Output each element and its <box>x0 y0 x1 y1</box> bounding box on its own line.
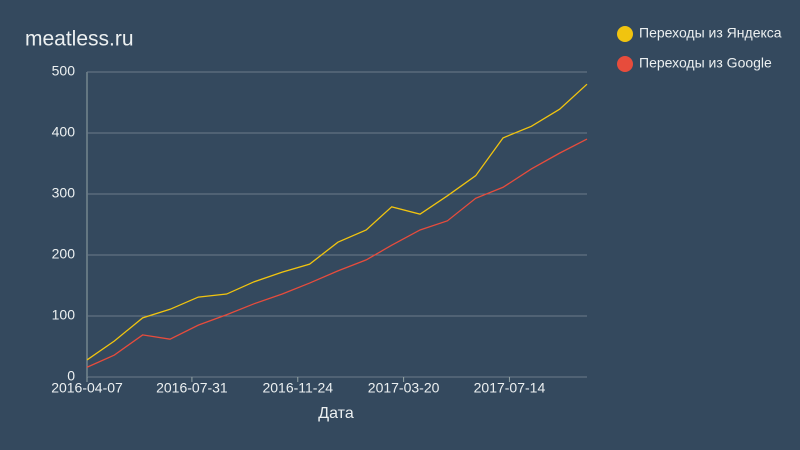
y-tick-label: 0 <box>67 368 75 384</box>
y-tick-label: 200 <box>52 246 76 262</box>
x-tick-label: 2016-04-07 <box>51 380 123 396</box>
x-tick-label: 2017-03-20 <box>368 380 440 396</box>
x-axis-label: Дата <box>318 405 354 422</box>
y-tick-label: 400 <box>52 124 76 140</box>
y-tick-label: 300 <box>52 185 76 201</box>
x-tick-label: 2016-07-31 <box>156 380 228 396</box>
x-tick-label: 2017-07-14 <box>474 380 546 396</box>
chart-title: meatless.ru <box>25 28 134 51</box>
legend-label: Переходы из Google <box>639 55 772 71</box>
legend-label: Переходы из Яндекса <box>639 25 782 41</box>
series-line <box>86 138 588 368</box>
legend-marker <box>617 56 633 72</box>
series-line <box>86 83 588 361</box>
y-tick-label: 100 <box>52 307 76 323</box>
y-tick-label: 500 <box>52 63 76 79</box>
legend-marker <box>617 26 633 42</box>
x-tick-label: 2016-11-24 <box>262 380 333 396</box>
